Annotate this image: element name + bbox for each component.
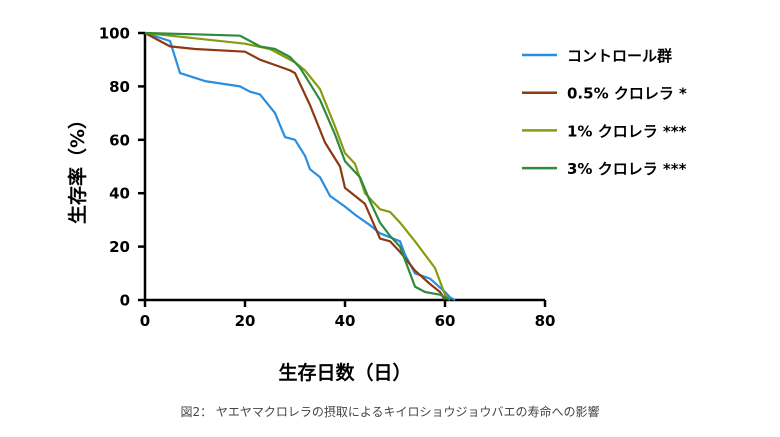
y-tick-label: 0 [120, 292, 130, 310]
legend-label-4: 3% クロレラ *** [567, 160, 687, 178]
legend-label-1: コントロール群 [567, 47, 672, 65]
y-tick-label: 100 [99, 25, 130, 43]
y-tick-label: 20 [109, 238, 130, 256]
x-tick-label: 60 [435, 312, 456, 330]
series-line-4 [144, 31, 451, 301]
x-tick-label: 0 [140, 312, 150, 330]
series-line-2 [144, 32, 446, 301]
x-tick-label: 80 [535, 312, 556, 330]
y-tick-label: 60 [109, 131, 130, 149]
chart-legend: コントロール群 0.5% クロレラ * 1% クロレラ *** 3% クロレラ *** [522, 47, 687, 178]
x-axis-title: 生存日数（日） [278, 361, 411, 384]
figure-caption: 図2： ヤエヤマクロレラの摂取によるキイロショウジョウバエの寿命への影響 [180, 405, 600, 419]
chart-axes: 0 20 40 60 80 0 20 40 60 80 100 [99, 25, 556, 331]
y-tick-label: 80 [109, 78, 130, 96]
series-line-1 [144, 31, 456, 301]
x-tick-label: 20 [235, 312, 256, 330]
legend-label-2: 0.5% クロレラ * [567, 85, 687, 103]
y-axis-title: 生存率（%） [66, 110, 89, 224]
legend-label-3: 1% クロレラ *** [567, 122, 687, 140]
survival-chart: 0 20 40 60 80 0 20 40 60 80 100 コントロール群 0.5% クロレラ *… [66, 25, 687, 385]
y-tick-label: 40 [109, 185, 130, 203]
series-layer [144, 31, 456, 301]
x-tick-label: 40 [335, 312, 356, 330]
